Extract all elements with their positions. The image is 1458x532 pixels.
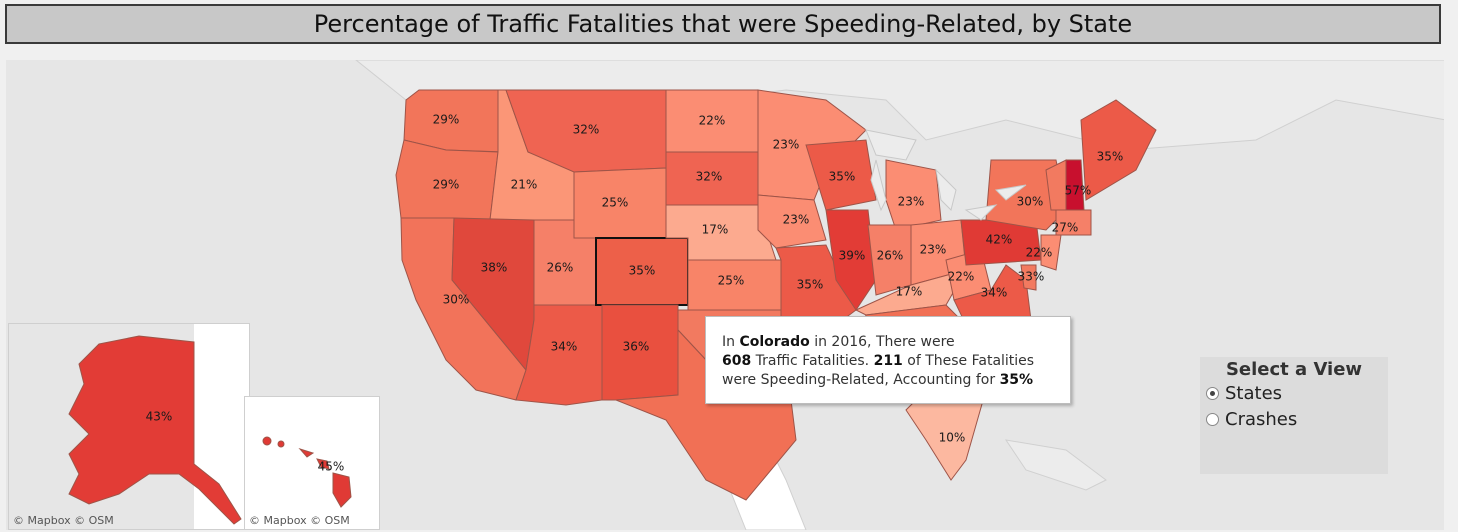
radio-label-crashes: Crashes: [1225, 408, 1298, 430]
state-label-indiana: 26%: [877, 249, 904, 263]
great-lakes: [865, 129, 1027, 221]
state-label-new-hampshire: 57%: [1065, 184, 1092, 198]
state-vermont[interactable]: [1045, 159, 1067, 211]
map-credit-alaska: © Mapbox © OSM: [13, 514, 114, 527]
state-label-wyoming: 25%: [602, 196, 629, 210]
state-label-kansas: 25%: [718, 274, 745, 288]
tooltip-percent: 35%: [999, 372, 1034, 388]
state-alaska[interactable]: [68, 335, 242, 525]
state-delaware[interactable]: [1020, 264, 1037, 291]
hawaii-inset[interactable]: 45% © Mapbox © OSM: [244, 396, 380, 530]
state-label-ohio: 23%: [920, 243, 947, 257]
view-selector-title: Select a View: [1225, 359, 1363, 380]
state-maine[interactable]: [1080, 99, 1157, 201]
state-label-colorado: 35%: [629, 264, 656, 278]
alaska-inset[interactable]: 43% © Mapbox © OSM: [8, 323, 250, 530]
tooltip-fatalities: 608: [722, 353, 752, 369]
state-label-oregon: 29%: [433, 178, 460, 192]
state-label-pennsylvania: 42%: [986, 233, 1013, 247]
state-label-virginia: 34%: [981, 286, 1008, 300]
state-label-missouri: 35%: [797, 278, 824, 292]
state-new-jersey[interactable]: [1040, 234, 1062, 271]
map-view[interactable]: 29% 29% 30% 21% 38% 32% 25% 26% 34% 35% 36% 22% 32% 1…: [6, 60, 1444, 530]
radio-button-crashes[interactable]: [1206, 412, 1219, 426]
state-label-utah: 26%: [547, 261, 574, 275]
state-illinois[interactable]: [825, 209, 877, 311]
state-label-new-mexico: 36%: [623, 340, 650, 354]
radio-states[interactable]: States: [1206, 380, 1388, 406]
state-label-california: 30%: [443, 293, 470, 307]
map-credit-hawaii: © Mapbox © OSM: [249, 514, 350, 527]
state-label-south-dakota: 32%: [696, 170, 723, 184]
state-label-kentucky: 17%: [896, 285, 923, 299]
state-labels: 29% 29% 30% 21% 38% 32% 25% 26% 34% 35% 36% 22% 32% 1…: [433, 113, 1124, 445]
state-label-arizona: 34%: [551, 340, 578, 354]
state-label-delaware: 33%: [1018, 270, 1045, 284]
state-tooltip: In Colorado in 2016, There were 608 Traf…: [705, 316, 1071, 404]
state-label-washington: 29%: [433, 113, 460, 127]
state-wisconsin[interactable]: [805, 139, 877, 211]
state-label-nevada: 38%: [481, 261, 508, 275]
state-label-north-dakota: 22%: [699, 114, 726, 128]
radio-crashes[interactable]: Crashes: [1206, 406, 1388, 432]
tooltip-speeding: 211: [873, 353, 903, 369]
radio-button-states[interactable]: [1206, 386, 1219, 400]
state-hawaii[interactable]: [262, 436, 352, 508]
state-label-alaska: 43%: [146, 410, 173, 424]
state-label-hawaii: 45%: [318, 460, 345, 474]
radio-label-states: States: [1225, 382, 1283, 404]
state-label-idaho: 21%: [511, 178, 538, 192]
state-label-maine: 35%: [1097, 150, 1124, 164]
state-label-florida: 10%: [939, 431, 966, 445]
state-label-new-jersey: 22%: [1026, 246, 1053, 260]
tooltip-line-3: were Speeding-Related, Accounting for 35…: [722, 372, 1034, 388]
state-label-iowa: 23%: [783, 213, 810, 227]
state-label-connecticut: 27%: [1052, 221, 1079, 235]
state-label-new-york: 30%: [1017, 195, 1044, 209]
tooltip-state: Colorado: [739, 334, 810, 350]
state-label-west-virginia: 22%: [948, 270, 975, 284]
view-selector: Select a View States Crashes: [1200, 357, 1388, 474]
state-label-wisconsin: 35%: [829, 170, 856, 184]
state-label-michigan: 23%: [898, 195, 925, 209]
tooltip-line-2: 608 Traffic Fatalities. 211 of These Fat…: [722, 353, 1035, 369]
state-iowa[interactable]: [757, 194, 827, 249]
tooltip-line-1: In Colorado in 2016, There were: [722, 334, 955, 350]
state-label-montana: 32%: [573, 123, 600, 137]
state-label-illinois: 39%: [839, 249, 866, 263]
state-label-nebraska: 17%: [702, 223, 729, 237]
page-title: Percentage of Traffic Fatalities that we…: [5, 4, 1441, 44]
state-label-minnesota: 23%: [773, 138, 800, 152]
